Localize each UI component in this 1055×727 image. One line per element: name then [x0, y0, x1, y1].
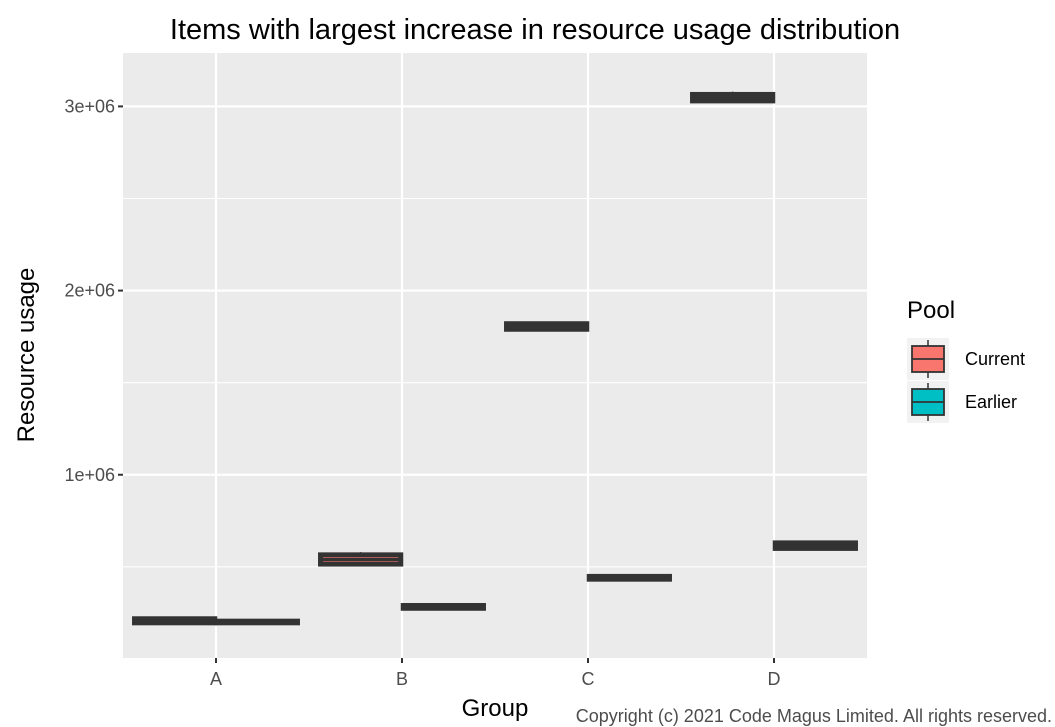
y-axis-title: Resource usage: [13, 268, 40, 443]
boxplot-earlier-d: [772, 540, 858, 551]
x-tick-label: A: [210, 669, 222, 689]
minor-gridlines: [123, 197, 867, 568]
x-tick-label: B: [396, 669, 408, 689]
legend-key-current: [907, 338, 949, 380]
y-axis: 1e+06 2e+06 3e+06: [64, 96, 123, 485]
chart-title: Items with largest increase in resource …: [170, 14, 900, 46]
boxplot-earlier-a: [214, 618, 300, 626]
copyright-notice: Copyright (c) 2021 Code Magus Limited. A…: [576, 706, 1052, 726]
boxplot-current-a: [132, 616, 218, 626]
boxplot-current-d: [690, 91, 776, 104]
x-tick-label: C: [582, 669, 595, 689]
major-gridlines: [123, 53, 867, 658]
x-tick-label: D: [768, 669, 781, 689]
legend-keys: Current Earlier: [907, 338, 1025, 423]
x-axis-title: Group: [462, 695, 529, 722]
legend-key-earlier: [907, 381, 949, 423]
legend-label: Earlier: [965, 392, 1017, 412]
boxplot-earlier-b: [400, 603, 486, 611]
y-tick-label: 2e+06: [64, 281, 115, 301]
boxplot-earlier-c: [586, 573, 672, 582]
legend-title: Pool: [907, 297, 955, 324]
x-axis: A B C D: [210, 658, 781, 689]
plot-panel: [123, 53, 867, 658]
y-tick-label: 3e+06: [64, 96, 115, 116]
boxplot-current-b: [318, 552, 404, 567]
boxplots: [132, 91, 858, 626]
boxplot-current-c: [504, 321, 590, 332]
y-tick-label: 1e+06: [64, 465, 115, 485]
legend: Pool Current Earlier: [907, 297, 1025, 423]
legend-label: Current: [965, 349, 1025, 369]
